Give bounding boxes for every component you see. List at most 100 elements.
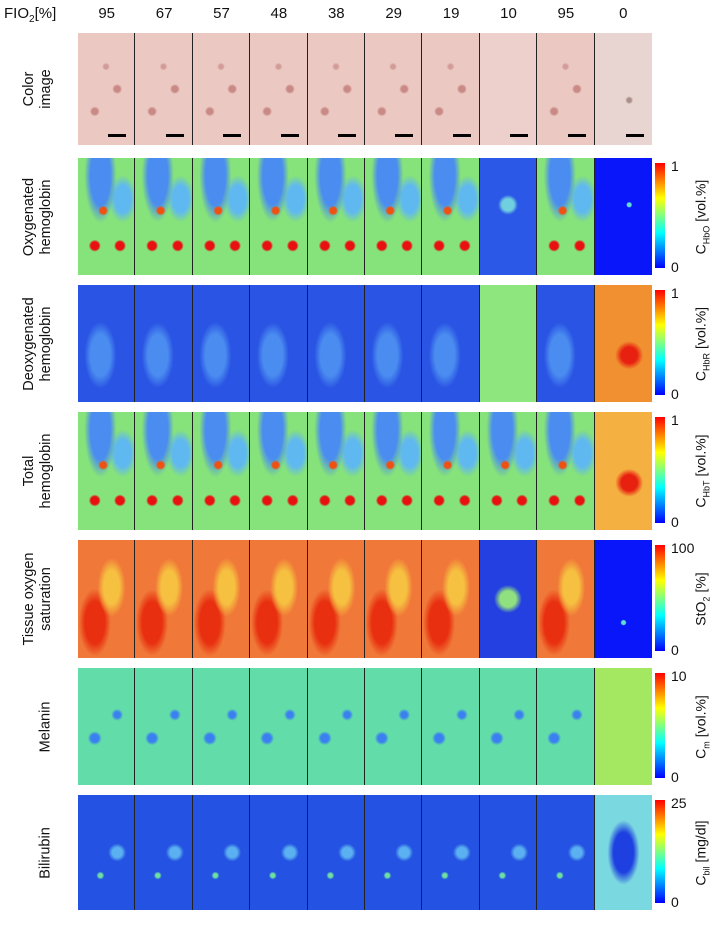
- scale-bar: [223, 134, 242, 137]
- image-cell: [594, 158, 652, 275]
- image-cell: [192, 158, 251, 275]
- image-cell: [422, 795, 480, 910]
- image-row: [78, 285, 652, 402]
- colorbar-min: 0: [671, 259, 679, 275]
- image-cell: [594, 33, 652, 145]
- image-cell: [192, 668, 251, 785]
- scale-bar: [625, 134, 644, 137]
- image-cell: [537, 33, 595, 145]
- image-cell: [479, 412, 538, 530]
- image-cell: [307, 33, 365, 145]
- colorbar-title: CHbO [vol.%]: [693, 179, 712, 254]
- image-row: [78, 158, 652, 275]
- image-cell: [594, 540, 652, 658]
- image-cell: [537, 540, 595, 658]
- scale-bar: [108, 134, 127, 137]
- image-row: [78, 33, 652, 145]
- image-cell: [422, 668, 480, 785]
- scale-bar: [452, 134, 471, 137]
- colorbar-subscript: HbR: [701, 352, 712, 371]
- scale-bar: [337, 134, 356, 137]
- image-cell: [250, 33, 308, 145]
- row-label-line: Tissue oxygen: [21, 552, 37, 646]
- image-cell: [78, 540, 136, 658]
- colorbar-title: StO2 [%]: [693, 572, 712, 625]
- image-cell: [479, 540, 538, 658]
- colorbar-min: 0: [671, 514, 679, 530]
- image-cell: [479, 285, 538, 402]
- colorbar-symbol: C: [692, 748, 709, 759]
- image-cell: [250, 540, 308, 658]
- colorbar: [655, 417, 665, 523]
- image-cell: [135, 158, 193, 275]
- image-row: [78, 412, 652, 530]
- image-cell: [192, 412, 251, 530]
- colorbar: [655, 545, 665, 651]
- column-label: 95: [557, 5, 575, 22]
- image-cell: [537, 795, 595, 910]
- image-cell: [307, 285, 365, 402]
- image-cell: [250, 412, 308, 530]
- colorbar-subscript: HbO: [701, 225, 712, 244]
- image-cell: [594, 668, 652, 785]
- image-cell: [364, 158, 423, 275]
- colorbar-max: 1: [671, 412, 679, 428]
- colorbar: [655, 163, 665, 268]
- colorbar-min: 0: [671, 894, 679, 910]
- colorbar-symbol: StO: [692, 601, 709, 626]
- image-cell: [78, 158, 136, 275]
- colorbar-title: CHbT [vol.%]: [693, 434, 712, 507]
- colorbar-min: 0: [671, 386, 679, 402]
- image-cell: [537, 412, 595, 530]
- colorbar-symbol: C: [692, 370, 709, 381]
- image-cell: [422, 412, 480, 530]
- header-unit: [%]: [34, 5, 57, 22]
- scale-bar: [567, 134, 586, 137]
- image-cell: [250, 158, 308, 275]
- column-label: 67: [155, 5, 173, 22]
- colorbar: [655, 800, 665, 903]
- column-label: 95: [98, 5, 116, 22]
- image-cell: [594, 285, 652, 402]
- header-label: FIO2[%]: [4, 5, 56, 25]
- image-row: [78, 540, 652, 658]
- header-subscript: 2: [29, 14, 35, 25]
- image-cell: [364, 412, 423, 530]
- image-cell: [192, 540, 251, 658]
- image-cell: [192, 285, 251, 402]
- image-cell: [479, 668, 538, 785]
- image-cell: [479, 795, 538, 910]
- image-cell: [364, 285, 423, 402]
- colorbar-title: Cbil [mg/dl]: [693, 820, 712, 885]
- colorbar-min: 0: [671, 642, 679, 658]
- image-cell: [307, 668, 365, 785]
- image-cell: [307, 540, 365, 658]
- image-cell: [307, 158, 365, 275]
- colorbar-max: 10: [671, 668, 687, 684]
- colorbar-unit: [%]: [692, 572, 709, 593]
- colorbar-max: 100: [671, 540, 695, 556]
- colorbar-title: CHbR [vol.%]: [693, 306, 712, 380]
- image-cell: [479, 33, 538, 145]
- column-label: 48: [270, 5, 288, 22]
- image-cell: [422, 285, 480, 402]
- colorbar-unit: [vol.%]: [692, 179, 709, 222]
- image-row: [78, 668, 652, 785]
- image-cell: [250, 285, 308, 402]
- scale-bar: [280, 134, 299, 137]
- image-cell: [78, 285, 136, 402]
- colorbar-subscript: 2: [701, 596, 712, 602]
- image-cell: [594, 795, 652, 910]
- image-cell: [135, 412, 193, 530]
- image-cell: [78, 668, 136, 785]
- image-cell: [479, 158, 538, 275]
- colorbar-subscript: bil: [701, 865, 712, 875]
- image-cell: [422, 33, 480, 145]
- image-cell: [135, 668, 193, 785]
- image-row: [78, 795, 652, 910]
- column-label: 0: [619, 5, 628, 22]
- colorbar-symbol: C: [692, 243, 709, 254]
- scale-bar: [165, 134, 184, 137]
- image-cell: [364, 540, 423, 658]
